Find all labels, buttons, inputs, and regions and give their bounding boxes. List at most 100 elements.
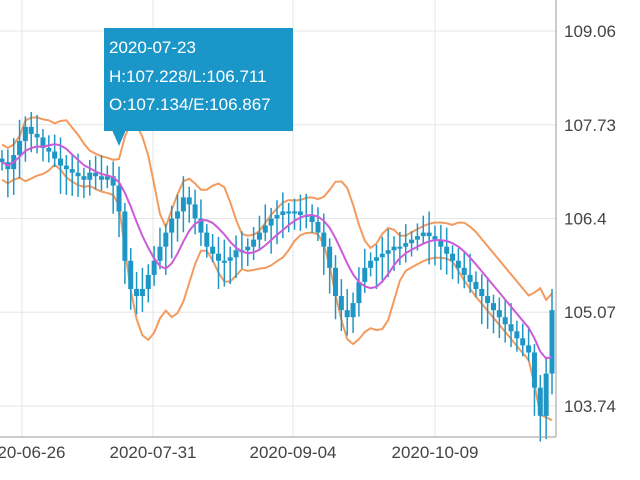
candle-body: [169, 218, 175, 233]
candle-body: [157, 246, 163, 261]
candle: [251, 226, 257, 261]
candle: [116, 166, 122, 238]
candle: [28, 112, 34, 153]
candle: [122, 202, 128, 285]
candle: [520, 323, 526, 357]
candle: [537, 374, 543, 442]
candle-body: [315, 222, 321, 233]
price-tooltip: 2020-07-23 H:107.228/L:106.711 O:107.134…: [104, 28, 293, 131]
tooltip-date: 2020-07-23: [109, 38, 196, 57]
candle: [321, 213, 327, 275]
candle-body: [192, 204, 198, 219]
candle-body: [280, 211, 286, 215]
candle-body: [17, 140, 23, 156]
candle-body: [180, 197, 186, 212]
candle: [215, 236, 221, 289]
candle-body: [116, 185, 122, 212]
candle: [479, 274, 485, 325]
candle-body: [145, 274, 151, 289]
moving-average-path: [1, 143, 553, 360]
candle: [438, 224, 444, 270]
candle-body: [69, 169, 75, 173]
candle-body: [163, 232, 169, 247]
candle: [490, 294, 496, 334]
candle: [262, 204, 268, 242]
candle: [180, 176, 186, 233]
candle: [233, 235, 239, 279]
candle: [543, 356, 549, 440]
candle: [274, 200, 280, 245]
candle: [450, 245, 456, 280]
candle: [496, 297, 502, 338]
candle: [204, 224, 210, 258]
candle-body: [204, 232, 210, 247]
candle: [508, 303, 514, 348]
candle: [175, 194, 181, 242]
candle-body: [87, 172, 93, 180]
candle: [104, 165, 110, 189]
candle: [198, 199, 204, 246]
candle: [221, 239, 227, 287]
candle-body: [221, 260, 227, 263]
candle: [309, 204, 315, 233]
candle-body: [485, 296, 491, 304]
candle: [69, 154, 75, 196]
candle: [356, 267, 362, 317]
candle: [373, 244, 379, 289]
candle-body: [537, 387, 543, 416]
candle: [227, 246, 233, 285]
candle-body: [444, 246, 450, 254]
candle-body: [350, 303, 356, 318]
candle-body: [520, 338, 526, 346]
y-tick-label: 103.74: [564, 397, 616, 416]
candle: [134, 272, 140, 315]
candle-body: [245, 246, 251, 251]
candle: [338, 279, 344, 331]
candle: [98, 155, 104, 191]
candle: [17, 119, 23, 179]
candle-body: [34, 133, 40, 138]
candle-body: [262, 225, 268, 233]
candle: [549, 288, 555, 395]
candle: [192, 189, 198, 235]
candle-body: [227, 257, 233, 261]
candle-body: [128, 260, 134, 289]
candle-body: [385, 250, 391, 254]
candle-body: [210, 246, 216, 254]
candle-body: [409, 239, 415, 244]
candle: [22, 116, 28, 162]
candle-body: [75, 172, 81, 177]
candle-body: [426, 232, 432, 237]
candle: [210, 234, 216, 263]
candle-body: [397, 246, 403, 249]
candle-body: [309, 214, 315, 223]
candle: [81, 167, 87, 199]
candle: [526, 326, 532, 361]
candle: [151, 245, 157, 286]
candle-body: [122, 211, 128, 261]
candle-body: [134, 288, 140, 297]
candle-body: [333, 267, 339, 297]
candle: [297, 194, 303, 231]
candle-body: [432, 236, 438, 240]
candle: [461, 250, 467, 289]
candle-body: [256, 232, 262, 240]
candle: [502, 300, 508, 343]
candle-body: [490, 303, 496, 311]
candle-body: [420, 232, 426, 237]
candle-body: [58, 158, 64, 166]
candle: [531, 343, 537, 416]
candle-body: [391, 246, 397, 251]
y-tick-label: 107.73: [564, 116, 616, 135]
candle: [87, 159, 93, 196]
candle: [485, 277, 491, 329]
candle: [245, 238, 251, 267]
candle-body: [338, 296, 344, 311]
candle-body: [292, 211, 298, 214]
candle: [467, 253, 473, 293]
candle-body: [98, 176, 104, 180]
candle-body: [46, 148, 52, 152]
candle: [420, 215, 426, 245]
candle: [292, 198, 298, 230]
